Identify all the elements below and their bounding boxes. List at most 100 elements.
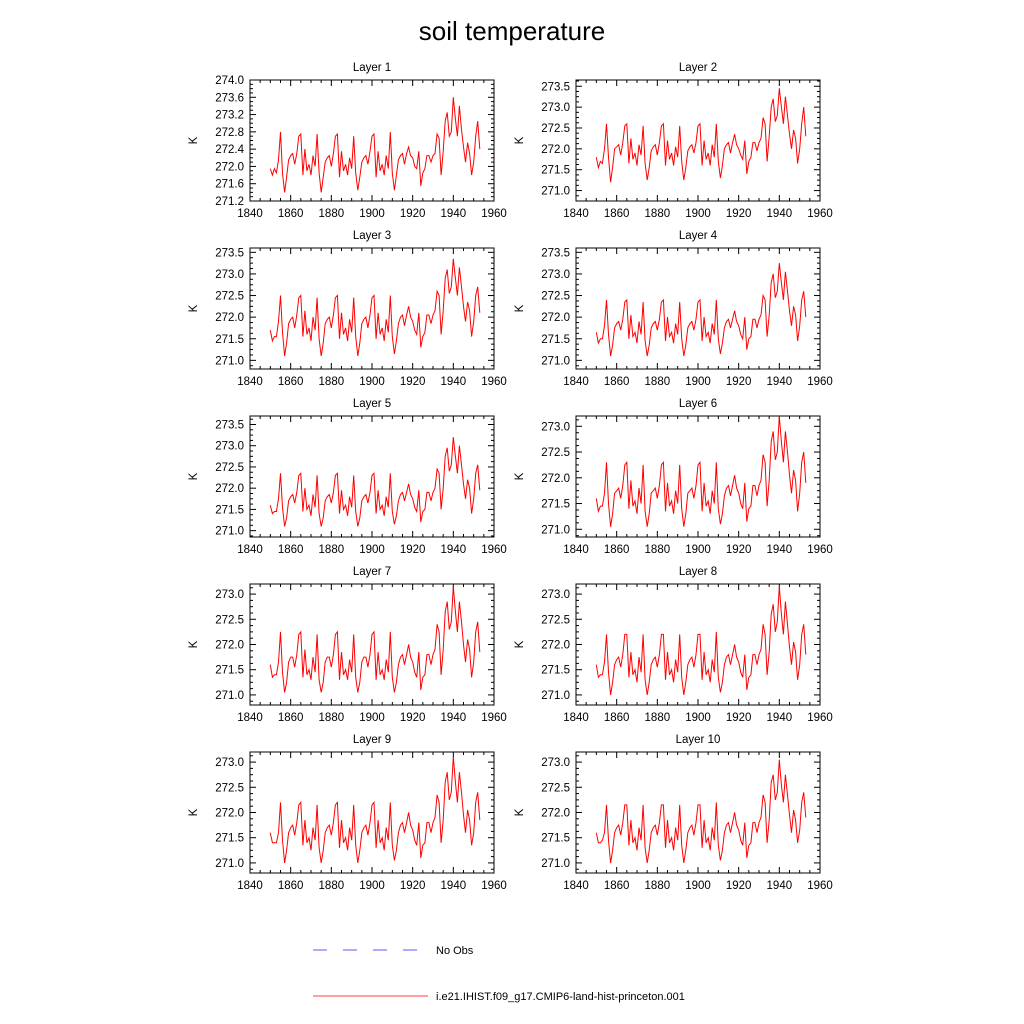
panel-title: Layer 8 <box>679 566 717 578</box>
x-tick-label: 1960 <box>807 880 833 892</box>
legend-model-label: i.e21.IHIST.f09_g17.CMIP6-land-hist-prin… <box>436 991 685 1003</box>
panel-layer-1: Layer 1 1840 1860 1880 1900 1920 1940 1960 271.2… <box>188 62 507 220</box>
y-tick-label: 273.0 <box>541 589 570 601</box>
x-tick-label: 1940 <box>441 544 467 556</box>
x-tick-label: 1920 <box>400 880 426 892</box>
panel-title: Layer 1 <box>353 62 391 74</box>
x-tick-label: 1900 <box>359 544 385 556</box>
x-tick-label: 1920 <box>726 880 752 892</box>
y-tick-label: 272.5 <box>541 447 570 459</box>
y-tick-label: 273.0 <box>541 102 570 114</box>
x-tick-label: 1840 <box>237 544 263 556</box>
figure-title: soil temperature <box>419 16 605 46</box>
x-tick-label: 1960 <box>807 376 833 388</box>
x-tick-label: 1960 <box>481 880 507 892</box>
x-tick-label: 1920 <box>726 208 752 220</box>
y-axis-label: K <box>188 472 200 480</box>
x-tick-label: 1900 <box>359 712 385 724</box>
panel-title: Layer 6 <box>679 398 717 410</box>
y-tick-label: 271.5 <box>541 334 570 346</box>
x-tick-label: 1840 <box>237 208 263 220</box>
y-tick-label: 272.5 <box>541 123 570 135</box>
x-tick-label: 1880 <box>319 376 345 388</box>
y-axis-label: K <box>188 304 200 312</box>
y-tick-label: 273.0 <box>215 757 244 769</box>
model-series-line <box>269 586 481 693</box>
x-tick-label: 1940 <box>441 880 467 892</box>
panel-title: Layer 4 <box>679 230 718 242</box>
x-tick-label: 1960 <box>481 376 507 388</box>
x-tick-label: 1880 <box>645 544 671 556</box>
y-tick-label: 273.0 <box>215 269 244 281</box>
model-series-line <box>595 759 807 863</box>
x-tick-label: 1940 <box>441 376 467 388</box>
x-tick-label: 1860 <box>604 208 630 220</box>
model-series-line <box>269 756 481 863</box>
y-tick-label: 271.0 <box>541 355 570 367</box>
y-tick-label: 271.6 <box>215 179 244 191</box>
panel-title: Layer 3 <box>353 230 391 242</box>
y-tick-label: 273.5 <box>215 247 244 259</box>
y-tick-label: 271.0 <box>541 186 570 198</box>
panel-title: Layer 5 <box>353 398 391 410</box>
y-axis-label: K <box>188 640 200 648</box>
y-tick-label: 272.5 <box>541 782 570 794</box>
y-tick-label: 274.0 <box>215 75 244 87</box>
y-tick-label: 271.5 <box>541 165 570 177</box>
x-tick-label: 1920 <box>400 712 426 724</box>
y-tick-label: 271.0 <box>215 355 244 367</box>
y-tick-label: 272.0 <box>541 640 570 652</box>
y-axis-label: K <box>514 640 526 648</box>
x-tick-label: 1960 <box>481 712 507 724</box>
y-tick-label: 271.0 <box>215 526 244 538</box>
x-tick-label: 1880 <box>645 880 671 892</box>
x-tick-label: 1940 <box>767 376 793 388</box>
y-tick-label: 272.0 <box>541 473 570 485</box>
x-tick-label: 1900 <box>685 712 711 724</box>
y-tick-label: 271.5 <box>541 665 570 677</box>
x-tick-label: 1840 <box>237 376 263 388</box>
x-tick-label: 1860 <box>278 544 304 556</box>
panel-layer-9: Layer 9 1840 1860 1880 1900 1920 1940 1960 271.0… <box>188 734 507 892</box>
x-tick-label: 1880 <box>645 376 671 388</box>
x-tick-label: 1960 <box>481 208 507 220</box>
y-tick-label: 272.0 <box>215 161 244 173</box>
y-tick-label: 271.0 <box>215 690 244 702</box>
y-tick-label: 272.5 <box>541 291 570 303</box>
x-tick-label: 1920 <box>400 544 426 556</box>
y-tick-label: 272.0 <box>215 808 244 820</box>
model-series-line <box>595 415 807 527</box>
x-tick-label: 1960 <box>807 712 833 724</box>
y-tick-label: 272.8 <box>215 127 244 139</box>
y-tick-label: 272.0 <box>541 312 570 324</box>
x-tick-label: 1900 <box>685 376 711 388</box>
y-tick-label: 273.5 <box>215 419 244 431</box>
x-tick-label: 1840 <box>563 208 589 220</box>
x-tick-label: 1840 <box>563 712 589 724</box>
x-tick-label: 1880 <box>645 712 671 724</box>
legend-obs-label: No Obs <box>436 945 474 957</box>
x-tick-label: 1840 <box>563 880 589 892</box>
x-tick-label: 1920 <box>400 376 426 388</box>
model-series-line <box>595 88 807 183</box>
x-tick-label: 1900 <box>359 880 385 892</box>
panel-title: Layer 9 <box>353 734 391 746</box>
panel-grid: Layer 1 1840 1860 1880 1900 1920 1940 1960 271.2… <box>188 62 833 892</box>
panel-layer-4: Layer 4 1840 1860 1880 1900 1920 1940 1960 271.0… <box>514 230 833 388</box>
x-tick-label: 1900 <box>685 208 711 220</box>
y-tick-label: 271.5 <box>215 833 244 845</box>
panel-title: Layer 10 <box>676 734 721 746</box>
y-tick-label: 272.0 <box>215 640 244 652</box>
x-tick-label: 1880 <box>319 880 345 892</box>
x-tick-label: 1860 <box>278 208 304 220</box>
y-tick-label: 272.0 <box>215 312 244 324</box>
x-tick-label: 1880 <box>319 208 345 220</box>
panel-layer-5: Layer 5 1840 1860 1880 1900 1920 1940 1960 271.0… <box>188 398 507 556</box>
x-tick-label: 1960 <box>481 544 507 556</box>
y-tick-label: 271.0 <box>215 858 244 870</box>
model-series-line <box>595 586 807 695</box>
y-tick-label: 271.5 <box>541 499 570 511</box>
model-series-line <box>269 258 481 357</box>
